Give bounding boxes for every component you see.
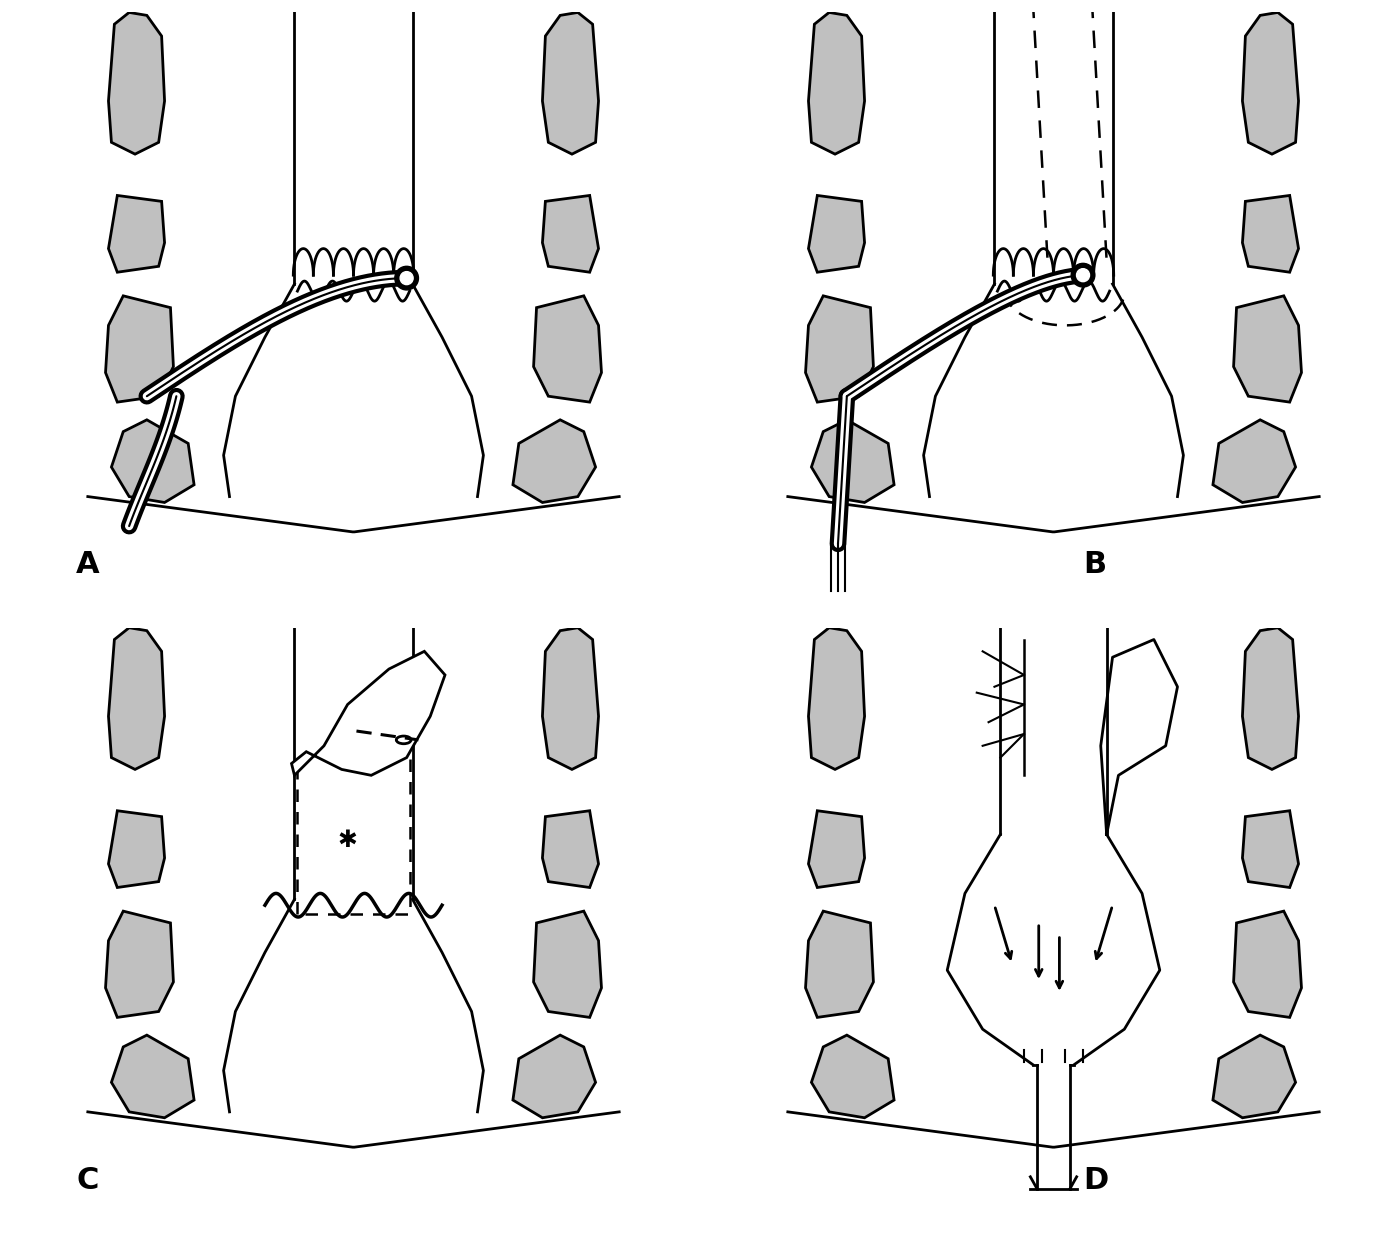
- Text: D: D: [1084, 1166, 1109, 1195]
- Polygon shape: [291, 651, 445, 776]
- Text: B: B: [1084, 551, 1106, 579]
- Polygon shape: [533, 911, 602, 1017]
- Circle shape: [1071, 264, 1095, 287]
- Circle shape: [400, 272, 413, 285]
- Polygon shape: [105, 911, 174, 1017]
- Polygon shape: [105, 296, 174, 403]
- Polygon shape: [542, 810, 599, 888]
- Polygon shape: [108, 195, 165, 272]
- Polygon shape: [808, 810, 865, 888]
- Polygon shape: [542, 628, 599, 769]
- Polygon shape: [805, 911, 874, 1017]
- Polygon shape: [512, 420, 595, 502]
- Text: ✱: ✱: [337, 828, 357, 853]
- Polygon shape: [808, 628, 865, 769]
- Polygon shape: [1242, 810, 1299, 888]
- Polygon shape: [812, 1035, 895, 1117]
- Polygon shape: [1212, 420, 1295, 502]
- Polygon shape: [805, 296, 874, 403]
- Polygon shape: [1233, 911, 1302, 1017]
- Polygon shape: [1233, 296, 1302, 403]
- Polygon shape: [512, 1035, 595, 1117]
- Polygon shape: [542, 12, 599, 154]
- Polygon shape: [112, 1035, 195, 1117]
- Polygon shape: [108, 628, 165, 769]
- Text: C: C: [76, 1166, 98, 1195]
- Polygon shape: [812, 420, 895, 502]
- Text: A: A: [76, 551, 99, 579]
- Polygon shape: [1242, 12, 1299, 154]
- Polygon shape: [1242, 195, 1299, 272]
- Polygon shape: [808, 195, 865, 272]
- Polygon shape: [108, 12, 165, 154]
- Polygon shape: [108, 810, 165, 888]
- Polygon shape: [542, 195, 599, 272]
- Polygon shape: [533, 296, 602, 403]
- Polygon shape: [112, 420, 195, 502]
- Polygon shape: [1242, 628, 1299, 769]
- Circle shape: [395, 266, 419, 290]
- Polygon shape: [808, 12, 865, 154]
- Polygon shape: [1212, 1035, 1295, 1117]
- Circle shape: [1077, 268, 1089, 282]
